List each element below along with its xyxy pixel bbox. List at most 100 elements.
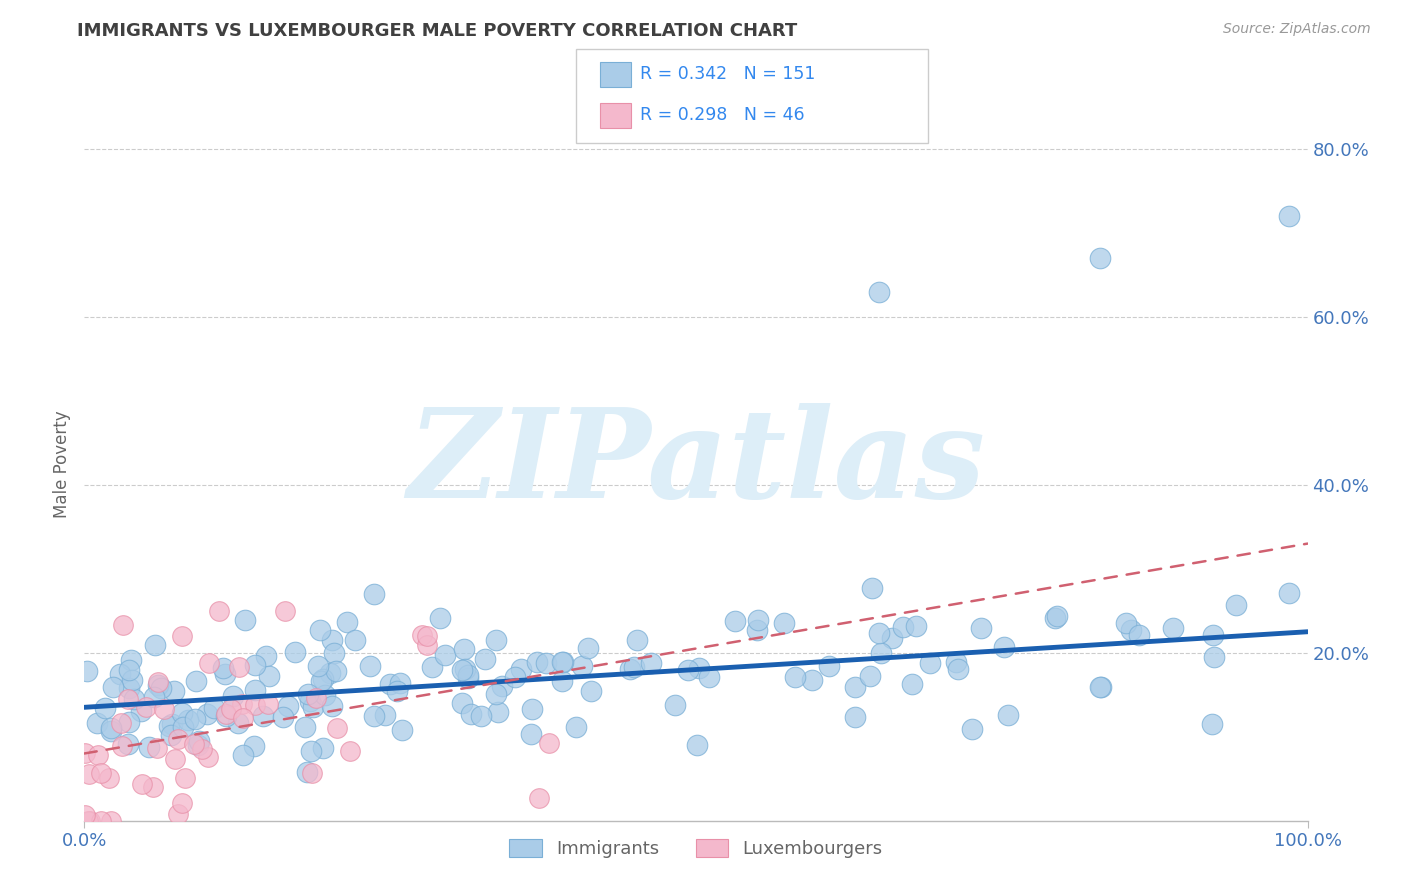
Point (457, 671, 479, 685)
Point (905, 619, 928, 633)
Point (1088, 251, 1111, 265)
Point (321, 698, 343, 713)
Point (801, 673, 824, 687)
Point (100, 721, 122, 735)
Point (117, 737, 139, 751)
Point (880, 632, 903, 646)
Point (243, 682, 266, 697)
Point (143, 638, 166, 652)
Point (159, 719, 181, 733)
Point (77, 766, 100, 780)
Point (86, 716, 108, 731)
Point (1046, 608, 1069, 623)
Point (537, 736, 560, 750)
Point (198, 657, 221, 671)
Point (117, 692, 139, 706)
Text: IMMIGRANTS VS LUXEMBOURGER MALE POVERTY CORRELATION CHART: IMMIGRANTS VS LUXEMBOURGER MALE POVERTY … (77, 22, 797, 40)
Point (101, 680, 124, 694)
Point (551, 655, 574, 669)
Point (773, 615, 796, 630)
Point (77, 814, 100, 828)
Point (520, 702, 543, 716)
Point (745, 623, 768, 637)
Point (918, 656, 941, 670)
Point (470, 708, 492, 723)
Point (434, 648, 457, 662)
Point (184, 712, 207, 726)
Point (1204, 649, 1226, 664)
Point (100, 724, 122, 739)
Point (259, 669, 281, 683)
Point (118, 663, 141, 677)
Point (172, 629, 194, 643)
Point (312, 740, 335, 755)
Point (100, 814, 122, 828)
Point (215, 706, 238, 721)
Point (551, 673, 574, 688)
Point (429, 611, 451, 625)
Point (153, 701, 176, 715)
Point (131, 777, 153, 791)
Point (997, 708, 1019, 723)
Point (173, 771, 195, 785)
Point (453, 642, 475, 657)
Point (233, 613, 256, 627)
Point (1043, 611, 1066, 625)
Point (90, 814, 112, 828)
Point (208, 604, 231, 618)
Point (146, 740, 169, 755)
Point (307, 659, 329, 673)
Point (245, 698, 267, 712)
Point (76, 664, 98, 678)
Point (118, 681, 141, 695)
Point (416, 638, 439, 652)
Point (900, 677, 922, 691)
Point (747, 613, 769, 627)
Point (232, 748, 254, 763)
Point (491, 679, 513, 693)
Point (454, 662, 477, 676)
Point (962, 722, 984, 736)
Text: R = 0.342   N = 151: R = 0.342 N = 151 (640, 65, 815, 83)
Point (626, 632, 648, 647)
Point (416, 629, 439, 643)
Point (297, 687, 319, 701)
Point (474, 652, 496, 666)
Point (304, 690, 326, 705)
Point (460, 706, 482, 721)
Point (993, 640, 1015, 654)
Point (160, 717, 183, 731)
Point (110, 667, 132, 681)
Point (817, 659, 839, 673)
Point (214, 667, 236, 681)
Point (301, 765, 323, 780)
Point (159, 728, 181, 742)
Point (363, 587, 385, 601)
Point (163, 684, 186, 698)
Point (891, 620, 914, 634)
Point (120, 652, 142, 666)
Point (312, 672, 335, 686)
Point (118, 715, 141, 730)
Point (509, 662, 531, 676)
Point (571, 659, 593, 673)
Point (485, 633, 508, 648)
Point (336, 615, 359, 629)
Point (844, 710, 866, 724)
Point (186, 674, 208, 689)
Point (411, 627, 433, 641)
Point (676, 663, 699, 677)
Point (314, 688, 336, 702)
Point (243, 739, 266, 753)
Point (326, 722, 349, 736)
Point (172, 797, 194, 811)
Point (697, 670, 720, 684)
Point (486, 705, 509, 719)
Point (344, 632, 367, 647)
Point (112, 617, 135, 632)
Point (215, 709, 238, 723)
Point (183, 737, 205, 751)
Point (619, 662, 641, 676)
Point (295, 764, 318, 779)
Point (1128, 628, 1150, 642)
